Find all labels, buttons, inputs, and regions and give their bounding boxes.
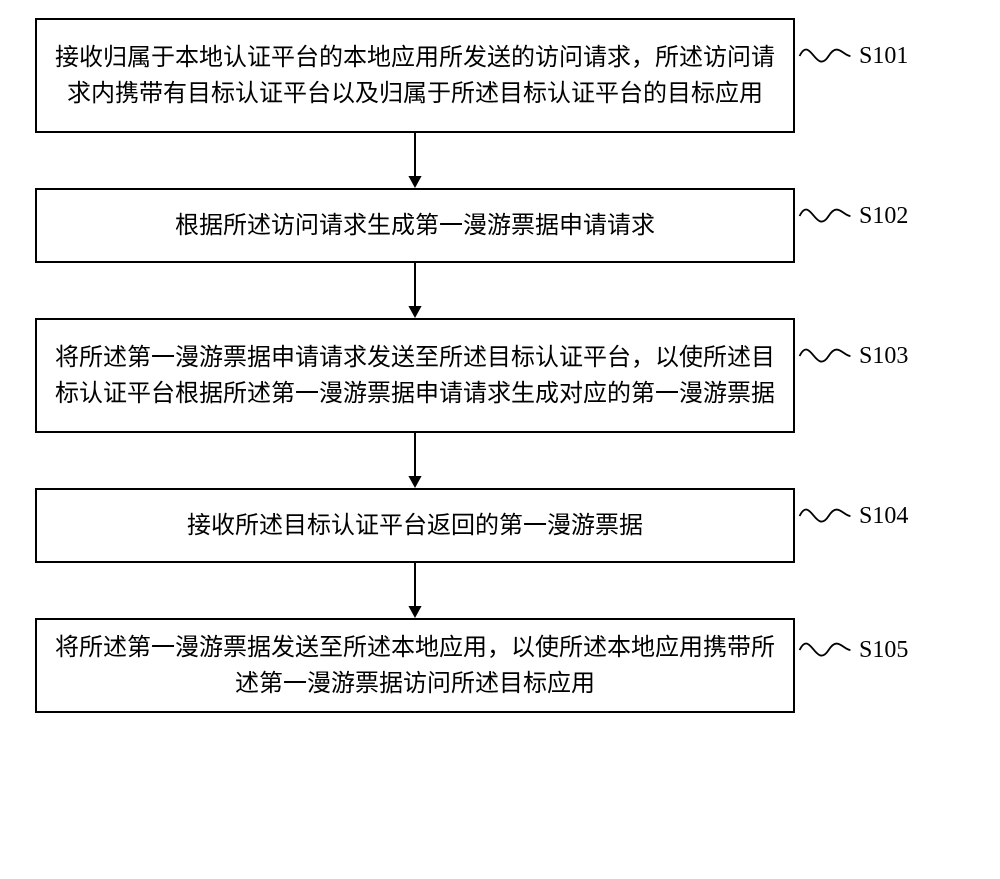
arrow-down-icon	[405, 263, 425, 318]
step-label-connector: S104	[795, 496, 908, 536]
flow-arrow	[35, 133, 795, 188]
step-label-s105: S105	[859, 637, 908, 664]
flow-step-s102: 根据所述访问请求生成第一漫游票据申请请求 S102	[35, 188, 965, 263]
step-box-s102: 根据所述访问请求生成第一漫游票据申请请求	[35, 188, 795, 263]
flow-step-s101: 接收归属于本地认证平台的本地应用所发送的访问请求，所述访问请求内携带有目标认证平…	[35, 18, 965, 133]
step-box-s103: 将所述第一漫游票据申请请求发送至所述目标认证平台，以使所述目标认证平台根据所述第…	[35, 318, 795, 433]
flowchart-container: 接收归属于本地认证平台的本地应用所发送的访问请求，所述访问请求内携带有目标认证平…	[35, 18, 965, 713]
step-label-connector: S105	[795, 630, 908, 670]
step-label-connector: S101	[795, 36, 908, 76]
flow-arrow	[35, 263, 795, 318]
flow-arrow	[35, 563, 795, 618]
step-box-s101: 接收归属于本地认证平台的本地应用所发送的访问请求，所述访问请求内携带有目标认证平…	[35, 18, 795, 133]
curve-connector-icon	[795, 36, 855, 76]
curve-connector-icon	[795, 336, 855, 376]
step-text: 接收所述目标认证平台返回的第一漫游票据	[187, 508, 643, 544]
arrow-down-icon	[405, 133, 425, 188]
step-text: 将所述第一漫游票据申请请求发送至所述目标认证平台，以使所述目标认证平台根据所述第…	[51, 340, 779, 412]
flow-step-s103: 将所述第一漫游票据申请请求发送至所述目标认证平台，以使所述目标认证平台根据所述第…	[35, 318, 965, 433]
step-label-s102: S102	[859, 203, 908, 230]
step-label-connector: S103	[795, 336, 908, 376]
curve-connector-icon	[795, 196, 855, 236]
flow-step-s104: 接收所述目标认证平台返回的第一漫游票据 S104	[35, 488, 965, 563]
step-text: 根据所述访问请求生成第一漫游票据申请请求	[175, 208, 655, 244]
flow-step-s105: 将所述第一漫游票据发送至所述本地应用，以使所述本地应用携带所述第一漫游票据访问所…	[35, 618, 965, 713]
arrow-down-icon	[405, 563, 425, 618]
arrow-down-icon	[405, 433, 425, 488]
step-label-s103: S103	[859, 343, 908, 370]
step-label-s104: S104	[859, 503, 908, 530]
step-box-s105: 将所述第一漫游票据发送至所述本地应用，以使所述本地应用携带所述第一漫游票据访问所…	[35, 618, 795, 713]
curve-connector-icon	[795, 630, 855, 670]
step-label-s101: S101	[859, 43, 908, 70]
flow-arrow	[35, 433, 795, 488]
step-text: 接收归属于本地认证平台的本地应用所发送的访问请求，所述访问请求内携带有目标认证平…	[51, 40, 779, 112]
curve-connector-icon	[795, 496, 855, 536]
step-text: 将所述第一漫游票据发送至所述本地应用，以使所述本地应用携带所述第一漫游票据访问所…	[51, 630, 779, 702]
step-box-s104: 接收所述目标认证平台返回的第一漫游票据	[35, 488, 795, 563]
step-label-connector: S102	[795, 196, 908, 236]
